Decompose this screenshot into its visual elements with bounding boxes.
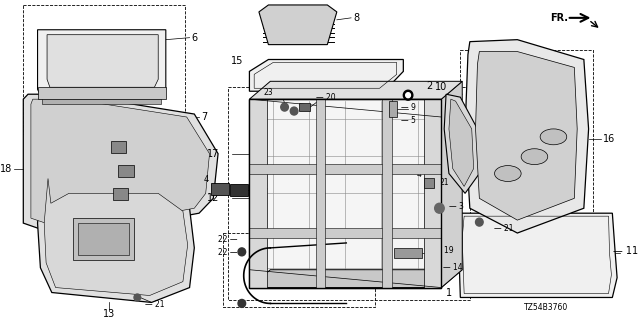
Polygon shape xyxy=(38,173,195,302)
Polygon shape xyxy=(259,5,337,44)
Text: 22 —: 22 — xyxy=(218,248,237,257)
Polygon shape xyxy=(316,99,325,288)
Text: FR.: FR. xyxy=(550,13,568,23)
Text: 22 —: 22 — xyxy=(218,236,237,244)
Circle shape xyxy=(291,107,298,115)
Polygon shape xyxy=(44,179,188,295)
Polygon shape xyxy=(250,228,442,238)
Polygon shape xyxy=(424,99,442,288)
Polygon shape xyxy=(250,99,266,288)
Text: 4: 4 xyxy=(204,175,209,184)
Polygon shape xyxy=(449,99,474,187)
Polygon shape xyxy=(250,99,442,288)
Bar xyxy=(23,5,185,134)
Polygon shape xyxy=(299,103,310,111)
Polygon shape xyxy=(250,81,462,99)
Polygon shape xyxy=(476,52,577,220)
Polygon shape xyxy=(458,213,617,298)
Text: 6: 6 xyxy=(191,33,198,43)
Polygon shape xyxy=(389,101,397,117)
Polygon shape xyxy=(250,270,442,288)
Polygon shape xyxy=(424,179,434,188)
Text: — 11: — 11 xyxy=(613,246,639,256)
Text: 16: 16 xyxy=(603,134,615,144)
Text: 4: 4 xyxy=(417,170,422,179)
Text: 23: 23 xyxy=(264,88,273,97)
Text: 17: 17 xyxy=(207,149,220,159)
Text: 24: 24 xyxy=(45,120,54,130)
Text: — 14: — 14 xyxy=(444,263,463,272)
Ellipse shape xyxy=(495,165,521,181)
Circle shape xyxy=(406,93,410,98)
Text: — 19: — 19 xyxy=(434,246,453,255)
Circle shape xyxy=(403,90,413,100)
Polygon shape xyxy=(394,248,422,258)
Circle shape xyxy=(134,294,141,301)
Polygon shape xyxy=(250,164,442,173)
Bar xyxy=(113,188,128,200)
Text: — 21: — 21 xyxy=(145,300,164,309)
Bar xyxy=(211,183,228,195)
Bar xyxy=(228,87,470,300)
Text: — 3: — 3 xyxy=(449,202,464,211)
Text: 7: 7 xyxy=(201,112,207,122)
Text: 1: 1 xyxy=(446,288,452,298)
Bar xyxy=(118,164,134,177)
Polygon shape xyxy=(38,87,166,99)
Polygon shape xyxy=(42,99,161,104)
Polygon shape xyxy=(465,40,589,233)
Circle shape xyxy=(238,300,246,308)
Bar xyxy=(460,50,593,233)
Text: — 21: — 21 xyxy=(493,224,513,233)
Text: — 3: — 3 xyxy=(253,184,268,193)
Circle shape xyxy=(435,203,444,213)
Polygon shape xyxy=(80,109,138,123)
Ellipse shape xyxy=(521,149,548,164)
Text: 21: 21 xyxy=(440,178,449,187)
Bar xyxy=(79,223,129,255)
Bar xyxy=(111,141,126,153)
Text: 18: 18 xyxy=(0,164,12,173)
Circle shape xyxy=(238,248,246,256)
Text: 8: 8 xyxy=(353,13,359,23)
Polygon shape xyxy=(250,99,442,117)
Bar xyxy=(73,218,134,260)
Polygon shape xyxy=(23,94,218,238)
Text: — 9: — 9 xyxy=(401,103,416,112)
Polygon shape xyxy=(38,30,166,99)
Bar xyxy=(223,233,375,308)
Text: 24: 24 xyxy=(36,115,45,124)
Text: — 5: — 5 xyxy=(401,116,416,125)
Text: — 20: — 20 xyxy=(316,93,335,102)
Polygon shape xyxy=(250,270,462,288)
Circle shape xyxy=(281,103,289,111)
Text: 2: 2 xyxy=(426,81,433,91)
Text: TZ54B3760: TZ54B3760 xyxy=(524,303,568,312)
Text: 12: 12 xyxy=(207,193,220,203)
Ellipse shape xyxy=(540,129,567,145)
Circle shape xyxy=(476,218,483,226)
Polygon shape xyxy=(250,60,403,91)
Polygon shape xyxy=(383,99,392,288)
Bar xyxy=(230,184,248,196)
Polygon shape xyxy=(444,94,479,193)
Text: 10: 10 xyxy=(435,82,447,92)
Polygon shape xyxy=(47,35,158,87)
Polygon shape xyxy=(31,99,209,231)
Polygon shape xyxy=(442,81,462,288)
Text: 13: 13 xyxy=(102,309,115,319)
Text: 15: 15 xyxy=(231,56,244,67)
